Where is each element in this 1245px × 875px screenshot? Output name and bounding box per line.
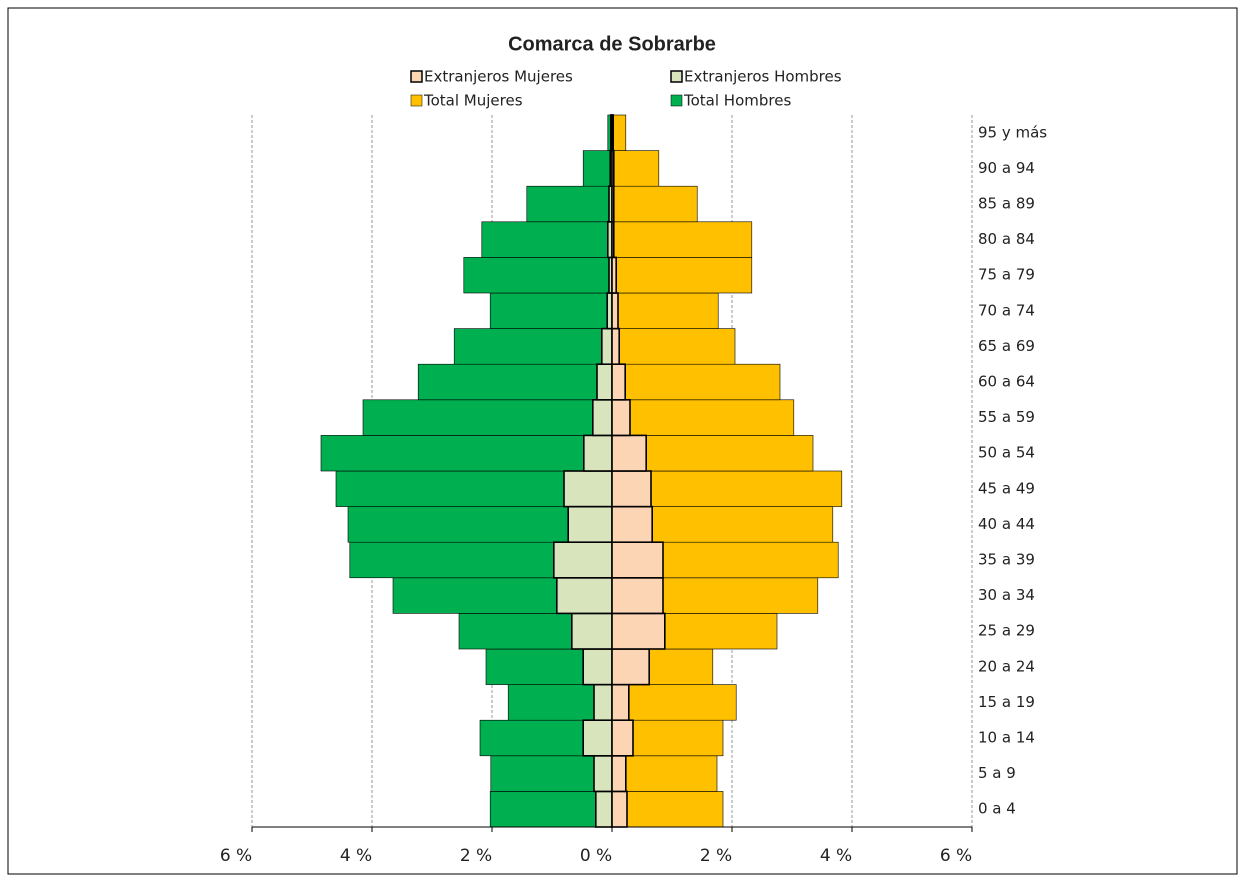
bar bbox=[594, 685, 612, 721]
legend-swatch bbox=[671, 95, 682, 106]
bar bbox=[612, 257, 752, 293]
bar bbox=[612, 400, 794, 436]
bar bbox=[564, 471, 612, 507]
bar bbox=[482, 222, 612, 258]
y-tick-label: 40 a 44 bbox=[978, 515, 1035, 533]
bar bbox=[612, 329, 735, 365]
legend-label: Extranjeros Hombres bbox=[684, 68, 842, 86]
bar bbox=[612, 685, 736, 721]
x-tick-label: 6 % bbox=[220, 846, 252, 866]
y-tick-label: 90 a 94 bbox=[978, 159, 1035, 177]
y-tick-label: 25 a 29 bbox=[978, 622, 1035, 640]
bar bbox=[583, 720, 612, 756]
bar bbox=[612, 364, 625, 400]
y-tick-label: 35 a 39 bbox=[978, 551, 1035, 569]
bar bbox=[612, 400, 630, 436]
bar bbox=[612, 471, 651, 507]
bar bbox=[612, 507, 652, 543]
bar bbox=[612, 578, 663, 614]
bar bbox=[612, 613, 665, 649]
bar bbox=[612, 364, 780, 400]
y-tick-label: 70 a 74 bbox=[978, 301, 1035, 319]
bar bbox=[594, 756, 612, 792]
bar bbox=[612, 435, 646, 471]
bar bbox=[612, 222, 752, 258]
legend-label: Extranjeros Mujeres bbox=[424, 68, 573, 86]
bar bbox=[612, 542, 663, 578]
chart: Comarca de Sobrarbe 6 % 4 % 2 % 0 % 2 % 4 % 6 … bbox=[0, 0, 1245, 875]
legend-swatch bbox=[411, 71, 422, 82]
bar bbox=[612, 329, 619, 365]
bar bbox=[612, 115, 626, 151]
y-tick-label: 10 a 14 bbox=[978, 729, 1035, 747]
bar bbox=[593, 400, 612, 436]
bar bbox=[612, 222, 614, 258]
bar bbox=[583, 151, 612, 187]
bar bbox=[527, 186, 612, 222]
y-tick-label: 75 a 79 bbox=[978, 266, 1035, 284]
bar bbox=[597, 364, 612, 400]
bar bbox=[490, 293, 612, 329]
y-tick-label: 95 y más bbox=[978, 123, 1047, 141]
x-tick-label: 4 % bbox=[340, 846, 372, 866]
bar bbox=[612, 791, 723, 827]
legend-label: Total Mujeres bbox=[423, 92, 523, 110]
y-tick-label: 0 a 4 bbox=[978, 800, 1016, 818]
y-tick-label: 30 a 34 bbox=[978, 586, 1035, 604]
x-tick-label: 4 % bbox=[820, 846, 852, 866]
bar bbox=[612, 293, 618, 329]
legend-swatch bbox=[671, 71, 682, 82]
bar bbox=[584, 435, 612, 471]
bar bbox=[572, 613, 612, 649]
bar bbox=[602, 329, 612, 365]
x-tick-label: 0 % bbox=[580, 846, 612, 866]
bar bbox=[612, 685, 629, 721]
bar bbox=[418, 364, 612, 400]
y-tick-label: 65 a 69 bbox=[978, 337, 1035, 355]
y-tick-label: 55 a 59 bbox=[978, 408, 1035, 426]
bar bbox=[612, 186, 697, 222]
bar bbox=[612, 151, 659, 187]
y-tick-label: 60 a 64 bbox=[978, 373, 1035, 391]
bar bbox=[596, 791, 612, 827]
bar bbox=[583, 649, 612, 685]
bar bbox=[612, 186, 614, 222]
bar bbox=[612, 791, 627, 827]
bar bbox=[612, 720, 633, 756]
legend-swatch bbox=[411, 95, 422, 106]
bar bbox=[612, 756, 717, 792]
bar bbox=[612, 151, 614, 187]
legend-label: Total Hombres bbox=[683, 92, 791, 110]
bar bbox=[490, 791, 612, 827]
x-tick-label: 6 % bbox=[940, 846, 972, 866]
bar bbox=[464, 257, 612, 293]
bar bbox=[568, 507, 612, 543]
x-tick-label: 2 % bbox=[460, 846, 492, 866]
bar bbox=[321, 435, 612, 471]
bar bbox=[554, 542, 612, 578]
bar bbox=[612, 649, 649, 685]
bar bbox=[612, 115, 613, 151]
bar bbox=[363, 400, 612, 436]
y-tick-label: 80 a 84 bbox=[978, 230, 1035, 248]
bar bbox=[612, 293, 718, 329]
bar bbox=[557, 578, 612, 614]
chart-title: Comarca de Sobrarbe bbox=[508, 33, 716, 55]
bar bbox=[454, 329, 612, 365]
y-tick-label: 5 a 9 bbox=[978, 764, 1016, 782]
y-tick-label: 20 a 24 bbox=[978, 657, 1035, 675]
y-tick-label: 85 a 89 bbox=[978, 195, 1035, 213]
x-tick-label: 2 % bbox=[700, 846, 732, 866]
y-tick-label: 45 a 49 bbox=[978, 479, 1035, 497]
bar bbox=[612, 756, 626, 792]
y-tick-label: 15 a 19 bbox=[978, 693, 1035, 711]
y-tick-label: 50 a 54 bbox=[978, 444, 1035, 462]
bar bbox=[612, 257, 616, 293]
